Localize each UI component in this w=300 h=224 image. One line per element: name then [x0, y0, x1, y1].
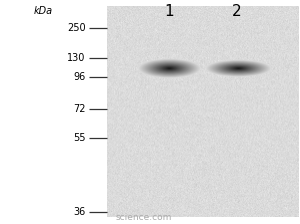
Text: 2: 2 [232, 4, 242, 19]
Ellipse shape [235, 67, 242, 69]
Ellipse shape [153, 63, 186, 73]
Ellipse shape [164, 67, 175, 70]
Ellipse shape [218, 63, 260, 74]
Text: 72: 72 [73, 104, 85, 114]
Ellipse shape [138, 59, 201, 78]
Text: 36: 36 [73, 207, 86, 217]
Ellipse shape [165, 67, 174, 70]
Text: science.com: science.com [116, 213, 172, 222]
Ellipse shape [217, 63, 260, 74]
Ellipse shape [226, 65, 250, 71]
Text: 55: 55 [73, 133, 85, 143]
Ellipse shape [162, 66, 177, 71]
Ellipse shape [225, 65, 252, 72]
Ellipse shape [222, 64, 255, 73]
FancyBboxPatch shape [106, 7, 298, 217]
Text: 250: 250 [67, 23, 86, 33]
Ellipse shape [142, 60, 197, 77]
Ellipse shape [230, 66, 247, 71]
Ellipse shape [155, 64, 184, 73]
Text: kDa: kDa [34, 6, 53, 16]
Ellipse shape [146, 61, 193, 75]
Ellipse shape [232, 67, 245, 70]
Ellipse shape [219, 63, 258, 73]
Ellipse shape [163, 66, 176, 70]
Ellipse shape [158, 65, 181, 72]
Ellipse shape [141, 60, 198, 77]
Ellipse shape [143, 60, 196, 76]
Ellipse shape [208, 60, 269, 76]
Ellipse shape [237, 68, 240, 69]
Ellipse shape [157, 65, 182, 72]
Ellipse shape [211, 61, 266, 75]
Ellipse shape [148, 62, 191, 75]
Ellipse shape [168, 68, 170, 69]
Ellipse shape [140, 59, 199, 77]
Ellipse shape [233, 67, 244, 70]
Ellipse shape [148, 62, 190, 75]
Ellipse shape [160, 65, 179, 71]
Ellipse shape [210, 61, 267, 76]
Ellipse shape [223, 65, 254, 72]
Ellipse shape [145, 61, 194, 76]
Ellipse shape [156, 64, 183, 72]
Ellipse shape [139, 59, 200, 78]
Ellipse shape [214, 62, 263, 75]
Ellipse shape [236, 68, 241, 69]
Text: 1: 1 [165, 4, 174, 19]
Ellipse shape [234, 67, 243, 69]
Text: 130: 130 [67, 53, 86, 63]
Text: 96: 96 [73, 72, 86, 82]
Ellipse shape [224, 65, 253, 72]
Ellipse shape [161, 66, 178, 71]
Ellipse shape [159, 65, 180, 71]
Ellipse shape [151, 63, 188, 74]
Ellipse shape [206, 60, 272, 77]
Ellipse shape [166, 67, 173, 69]
Ellipse shape [207, 60, 270, 76]
Ellipse shape [209, 61, 268, 76]
Ellipse shape [227, 65, 250, 71]
Ellipse shape [149, 62, 190, 74]
Ellipse shape [221, 64, 256, 73]
Ellipse shape [144, 61, 195, 76]
Ellipse shape [231, 66, 246, 70]
Ellipse shape [213, 62, 264, 75]
Ellipse shape [215, 62, 262, 74]
Ellipse shape [220, 64, 257, 73]
Ellipse shape [167, 68, 172, 69]
Ellipse shape [154, 64, 185, 73]
Ellipse shape [212, 62, 265, 75]
Ellipse shape [152, 63, 187, 74]
Ellipse shape [229, 66, 248, 71]
